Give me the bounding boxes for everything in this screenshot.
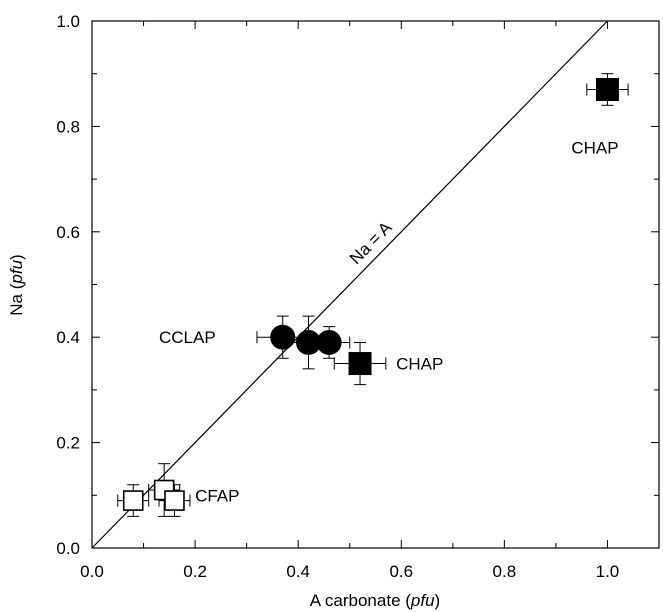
x-axis-title-unit: pfu <box>410 591 435 610</box>
y-axis-title-suffix: ) <box>7 254 26 260</box>
point-annotation: CCLAP <box>159 328 216 347</box>
point-annotation: CFAP <box>195 486 239 505</box>
x-tick-label: 1.0 <box>596 562 620 581</box>
plot-frame <box>91 20 660 549</box>
y-tick-label: 0.8 <box>56 117 80 136</box>
x-tick-label: 0.8 <box>493 562 517 581</box>
y-tick-label: 0.2 <box>56 434 80 453</box>
x-axis-title-prefix: A carbonate ( <box>310 591 411 610</box>
x-tick-label: 0.6 <box>389 562 413 581</box>
point-annotation: CHAP <box>396 355 443 374</box>
y-axis-title-unit: pfu <box>7 259 26 284</box>
tick-labels: 0.0 0.2 0.4 0.6 0.8 1.0 0.0 0.2 0.4 0.6 0.8 1.0 <box>56 12 619 581</box>
y-tick-label: 0.6 <box>56 223 80 242</box>
data-point-circle <box>316 329 342 355</box>
markers <box>122 78 619 511</box>
y-tick-label: 1.0 <box>56 12 80 31</box>
reference-line-label: Na = A <box>346 218 396 269</box>
x-tick-label: 0.0 <box>80 562 104 581</box>
ticks <box>91 20 660 549</box>
error-bars <box>117 73 629 517</box>
annotations: CCLAP CHAP CHAP CFAP <box>159 138 619 505</box>
y-tick-label: 0.0 <box>56 539 80 558</box>
data-point-open-square <box>164 490 185 511</box>
data-point-circle <box>270 324 296 350</box>
data-point-square <box>595 78 619 102</box>
y-tick-label: 0.4 <box>56 328 80 347</box>
y-axis-title: Na (pfu) <box>7 254 26 315</box>
point-annotation: CHAP <box>571 138 618 157</box>
reference-line <box>91 20 608 549</box>
data-point-square <box>348 352 372 376</box>
data-point-open-square <box>122 490 144 511</box>
x-axis-title-suffix: ) <box>435 591 441 610</box>
x-axis-title: A carbonate (pfu) <box>310 591 440 610</box>
x-tick-label: 0.4 <box>286 562 310 581</box>
x-tick-label: 0.2 <box>183 562 207 581</box>
y-axis-title-prefix: Na ( <box>7 283 26 315</box>
